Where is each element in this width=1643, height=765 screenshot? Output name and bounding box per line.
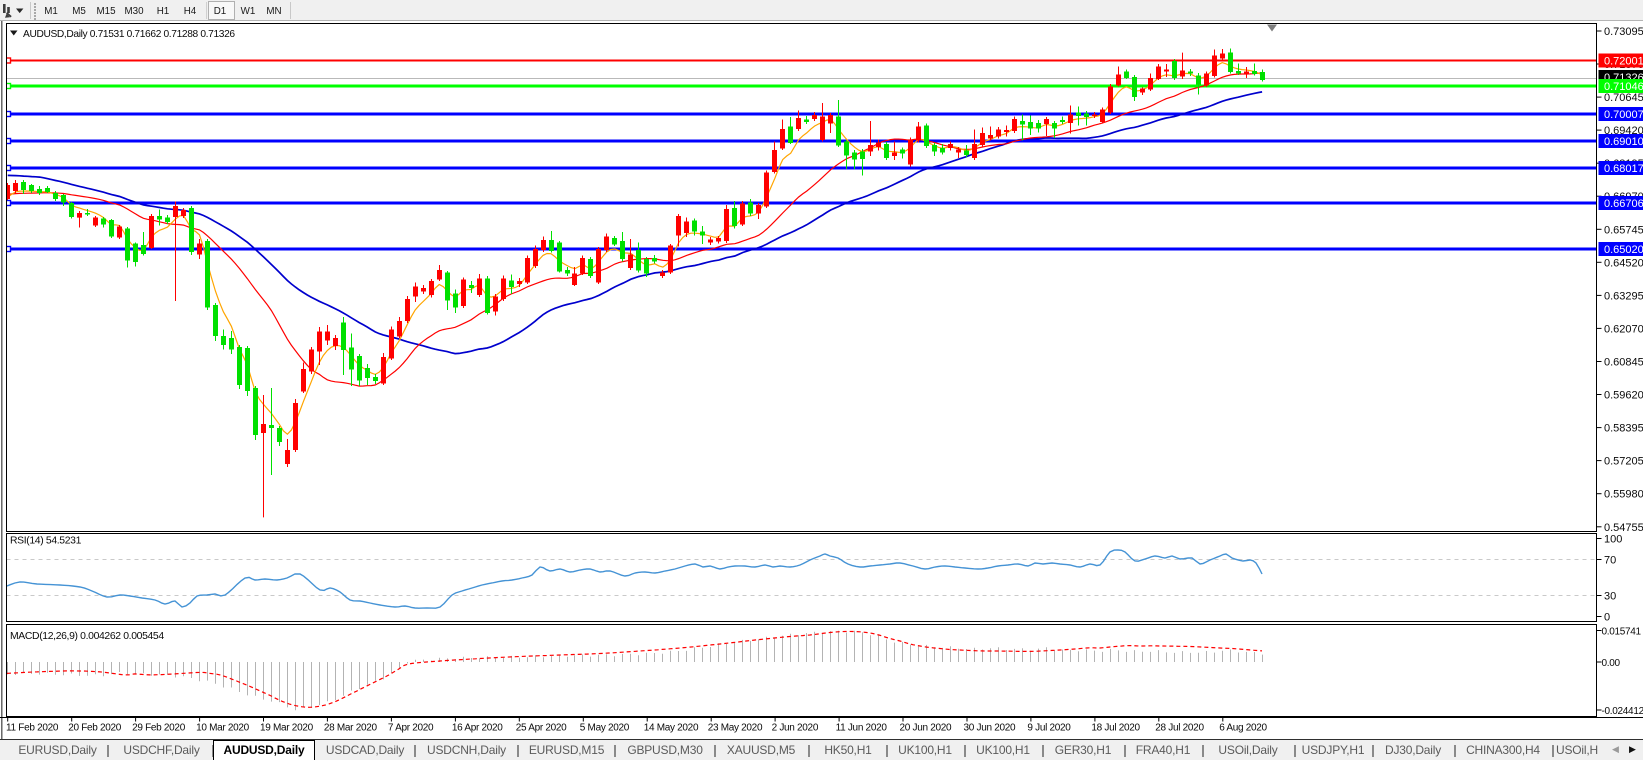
svg-text:0.62070: 0.62070 — [1604, 323, 1643, 335]
svg-text:0.59620: 0.59620 — [1604, 390, 1643, 402]
svg-text:2 Jun 2020: 2 Jun 2020 — [772, 723, 819, 734]
svg-text:19 Mar 2020: 19 Mar 2020 — [260, 723, 314, 734]
svg-text:28 Jul 2020: 28 Jul 2020 — [1155, 723, 1204, 734]
svg-text:0.65020: 0.65020 — [1604, 244, 1643, 256]
svg-text:25 Apr 2020: 25 Apr 2020 — [516, 723, 567, 734]
svg-text:M5: M5 — [72, 6, 86, 17]
svg-text:16 Apr 2020: 16 Apr 2020 — [452, 723, 503, 734]
svg-text:9 Jul 2020: 9 Jul 2020 — [1027, 723, 1071, 734]
svg-text:0.70645: 0.70645 — [1604, 92, 1643, 104]
svg-text:M30: M30 — [124, 6, 144, 17]
svg-text:0.65745: 0.65745 — [1604, 224, 1643, 236]
svg-text:0.70007: 0.70007 — [1604, 109, 1643, 121]
svg-text:7 Apr 2020: 7 Apr 2020 — [388, 723, 434, 734]
svg-text:20 Jun 2020: 20 Jun 2020 — [900, 723, 952, 734]
svg-text:0.60845: 0.60845 — [1604, 357, 1643, 369]
svg-text:MN: MN — [266, 6, 281, 17]
svg-text:70: 70 — [1604, 555, 1616, 567]
svg-text:6 Aug 2020: 6 Aug 2020 — [1219, 723, 1267, 734]
svg-text:0.63295: 0.63295 — [1604, 290, 1643, 302]
svg-text:0.00: 0.00 — [1602, 658, 1621, 669]
svg-text:0.57205: 0.57205 — [1604, 456, 1643, 468]
svg-text:20 Feb 2020: 20 Feb 2020 — [68, 723, 122, 734]
svg-text:H1: H1 — [157, 6, 170, 17]
svg-text:M15: M15 — [96, 6, 116, 17]
svg-text:11 Feb 2020: 11 Feb 2020 — [6, 723, 59, 734]
svg-text:-0.024412: -0.024412 — [1602, 706, 1643, 717]
svg-text:D1: D1 — [214, 6, 227, 17]
svg-text:0.58395: 0.58395 — [1604, 423, 1643, 435]
svg-text:0.73095: 0.73095 — [1604, 26, 1643, 38]
svg-text:0.015741: 0.015741 — [1602, 627, 1642, 638]
svg-text:0.64520: 0.64520 — [1604, 257, 1643, 269]
svg-text:23 May 2020: 23 May 2020 — [708, 723, 763, 734]
svg-text:10 Mar 2020: 10 Mar 2020 — [196, 723, 250, 734]
svg-text:0.72001: 0.72001 — [1604, 56, 1643, 68]
svg-text:100: 100 — [1604, 534, 1622, 546]
svg-text:0.68017: 0.68017 — [1604, 163, 1643, 175]
svg-text:18 Jul 2020: 18 Jul 2020 — [1091, 723, 1140, 734]
svg-text:29 Feb 2020: 29 Feb 2020 — [132, 723, 186, 734]
svg-text:14 May 2020: 14 May 2020 — [644, 723, 699, 734]
svg-text:MACD(12,26,9) 0.004262 0.00545: MACD(12,26,9) 0.004262 0.005454 — [10, 631, 164, 642]
svg-text:28 Mar 2020: 28 Mar 2020 — [324, 723, 378, 734]
svg-text:0.69010: 0.69010 — [1604, 136, 1643, 148]
svg-text:H4: H4 — [184, 6, 197, 17]
svg-text:0.55980: 0.55980 — [1604, 489, 1643, 501]
svg-text:RSI(14) 54.5231: RSI(14) 54.5231 — [10, 536, 82, 547]
svg-text:11 Jun 2020: 11 Jun 2020 — [836, 723, 888, 734]
svg-text:M1: M1 — [44, 6, 58, 17]
svg-text:30: 30 — [1604, 591, 1616, 603]
svg-text:0: 0 — [1604, 612, 1610, 624]
svg-text:30 Jun 2020: 30 Jun 2020 — [964, 723, 1016, 734]
svg-text:AUDUSD,Daily 0.71531 0.71662: AUDUSD,Daily 0.71531 0.71662 0.71288 0.7… — [23, 29, 235, 40]
svg-text:5 May 2020: 5 May 2020 — [580, 723, 630, 734]
svg-text:0.66706: 0.66706 — [1604, 198, 1643, 210]
svg-text:0.71046: 0.71046 — [1604, 81, 1643, 93]
svg-text:W1: W1 — [241, 6, 256, 17]
svg-text:0.54755: 0.54755 — [1604, 522, 1643, 534]
